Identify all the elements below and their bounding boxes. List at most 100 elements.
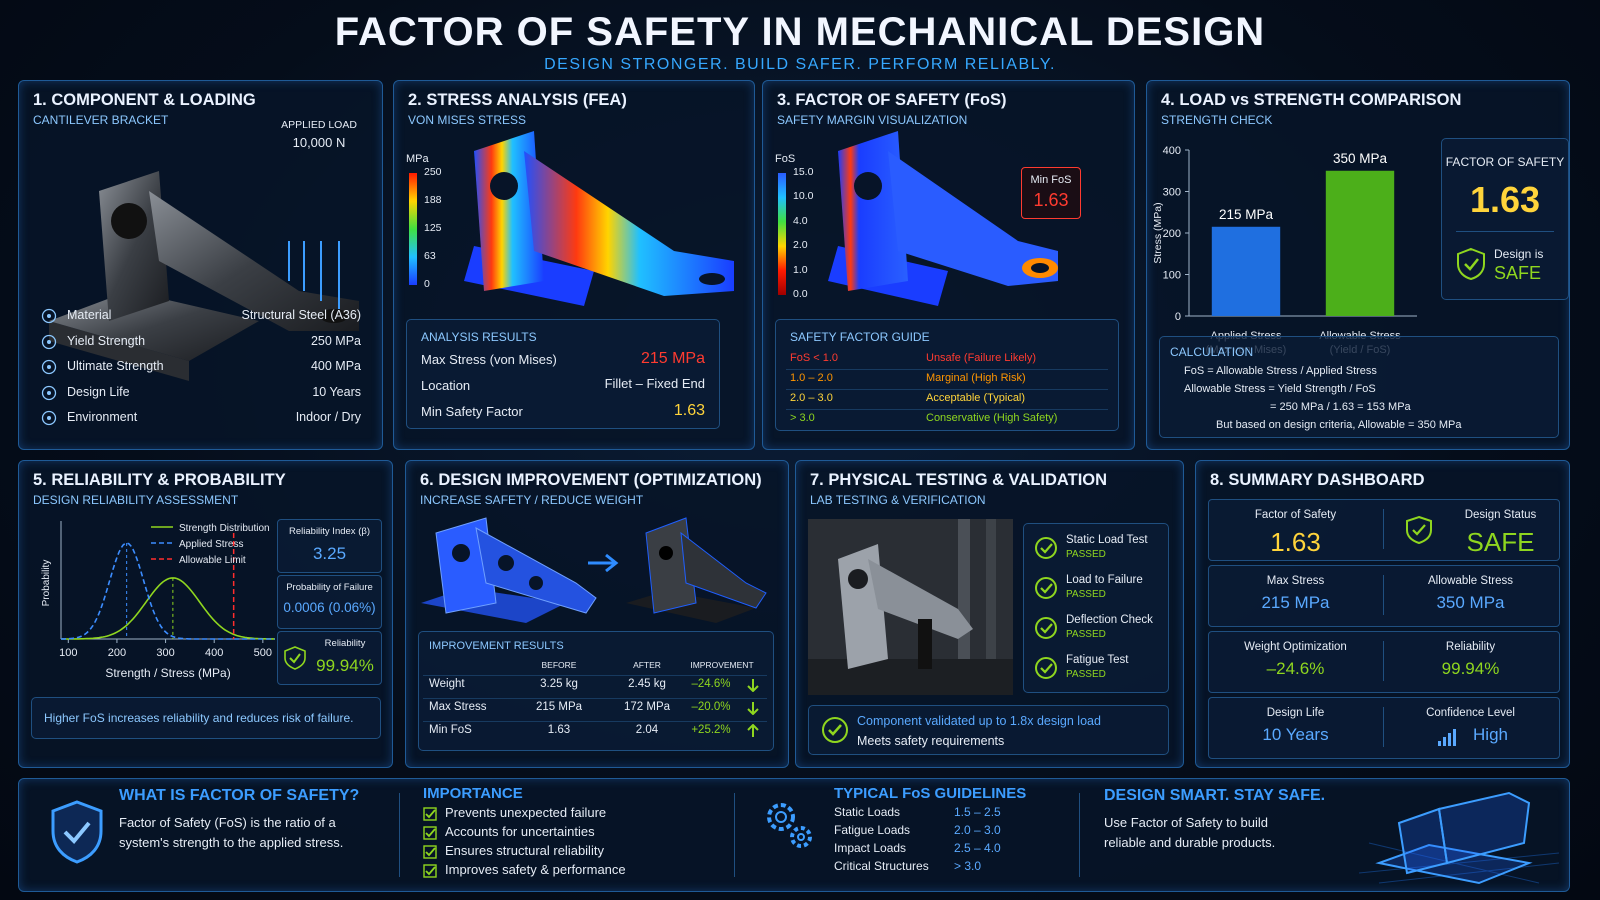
divider	[423, 698, 767, 699]
fos-box: FACTOR OF SAFETY 1.63 Design is SAFE	[1441, 138, 1569, 300]
scale-bar	[778, 173, 786, 295]
guide-title: SAFETY FACTOR GUIDE	[790, 330, 930, 344]
property-value: 10 Years	[312, 384, 361, 399]
icon	[1034, 536, 1058, 565]
panel: 7. PHYSICAL TESTING & VALIDATION LAB TES…	[795, 460, 1184, 768]
property-label: Material	[67, 308, 112, 322]
divider	[734, 793, 735, 877]
guide-range: > 3.0	[790, 412, 815, 424]
summary-label: Factor of Safety	[1254, 509, 1337, 521]
row-label: Max Stress	[429, 701, 487, 713]
property-row: Ultimate Strength 400 MPa	[41, 358, 361, 384]
table-cell: –20.0%	[691, 701, 731, 713]
scale-tick-label: 15.0	[793, 166, 814, 178]
improvement-table: IMPROVEMENT RESULTS BEFORE AFTER IMPROVEME…	[418, 631, 774, 751]
panel: 6. DESIGN IMPROVEMENT (OPTIMIZATION) INC…	[405, 460, 789, 768]
validation-line: Meets safety requirements	[857, 734, 1005, 748]
property-row: Yield Strength 250 MPa	[41, 333, 361, 359]
divider	[1383, 641, 1384, 681]
icon	[747, 701, 759, 720]
check-icon	[822, 717, 848, 743]
icon	[747, 723, 759, 743]
calc-line: = 250 MPa / 1.63 = 153 MPa	[1270, 401, 1411, 413]
table-header: AFTER	[633, 660, 661, 670]
scale-unit: FoS	[775, 153, 796, 165]
icon	[41, 385, 57, 404]
bar-chart: 0 100 200 300 400 Stress (MPa) 215 MPa 350 MPa	[1152, 145, 1417, 323]
summary-label: Allowable Stress	[1427, 575, 1513, 587]
scale-tick-label: 0	[424, 278, 430, 290]
x-axis-label: Strength / Stress (MPa)	[105, 666, 230, 680]
validation-line: Component validated up to 1.8x design lo…	[857, 714, 1101, 728]
icon	[423, 826, 437, 845]
table-cell: 1.63	[547, 724, 571, 736]
panel-title: 6. DESIGN IMPROVEMENT (OPTIMIZATION)	[420, 471, 762, 489]
optimization-image	[421, 517, 767, 623]
footer-title: IMPORTANCE	[423, 785, 523, 802]
stat-label: Reliability Index (β)	[289, 526, 370, 537]
note-box: Higher FoS increases reliability and red…	[31, 697, 381, 739]
guideline-value: 2.0 – 3.0	[954, 823, 1001, 837]
bar	[1325, 170, 1395, 316]
summary-row	[1208, 565, 1560, 627]
calculation-box: CALCULATION FoS = Allowable Stress / App…	[1159, 336, 1559, 438]
summary-row	[1208, 499, 1560, 561]
property-label: Yield Strength	[67, 333, 146, 348]
divider	[423, 675, 767, 676]
scale-unit: MPa	[406, 153, 429, 165]
summary-value: 215 MPa	[1261, 593, 1330, 612]
y-tick-label: 400	[1163, 145, 1181, 157]
stat-label: Probability of Failure	[286, 582, 373, 593]
panel-subtitle: LAB TESTING & VERIFICATION	[810, 493, 986, 507]
bracket-image	[49, 171, 359, 381]
panel-subtitle: SAFETY MARGIN VISUALIZATION	[777, 113, 968, 127]
divider	[399, 793, 400, 877]
legend-label: Allowable Limit	[179, 555, 246, 566]
stat-value: 0.0006 (0.06%)	[283, 600, 376, 615]
color-scale: FoS 15.0 10.0 4.0 2.0 1.0 0.0	[775, 153, 825, 303]
panel-title: 8. SUMMARY DASHBOARD	[1210, 471, 1425, 489]
guideline-label: Impact Loads	[834, 841, 907, 855]
icon	[41, 308, 57, 327]
value-label: 350 MPa	[1333, 151, 1388, 166]
gear-icon	[767, 803, 812, 848]
icon	[1437, 729, 1457, 752]
property-value: Structural Steel (A36)	[241, 308, 362, 322]
stats: Reliability Index (β) 3.25 Probability of …	[277, 519, 382, 687]
guideline-value: 2.5 – 4.0	[954, 841, 1001, 855]
divider	[786, 409, 1108, 410]
results-title: ANALYSIS RESULTS	[421, 330, 537, 344]
test-photo	[808, 519, 1013, 695]
legend-label: Strength Distribution	[179, 523, 270, 534]
result-label: Location	[421, 378, 471, 393]
guide-range: 1.0 – 2.0	[790, 372, 833, 384]
footer-text: Use Factor of Safety to build reliable a…	[1104, 815, 1276, 850]
divider	[1383, 509, 1384, 549]
scale-tick-label: 63	[424, 250, 436, 262]
icon	[41, 334, 57, 353]
note: Higher FoS increases reliability and red…	[44, 711, 354, 725]
summary-grid: Factor of Safety 1.63 Design Status SAFE Max…	[1208, 499, 1560, 761]
summary-value: 350 MPa	[1436, 593, 1505, 612]
scale-bar	[409, 173, 417, 285]
stat-label: Reliability	[324, 638, 366, 649]
icon	[1034, 576, 1058, 605]
panel: 3. FACTOR OF SAFETY (FoS) SAFETY MARGIN …	[762, 80, 1135, 450]
summary-label: Max Stress	[1266, 575, 1325, 587]
test-name: Fatigue Test	[1066, 654, 1129, 666]
fos-image	[828, 131, 1058, 306]
guide-meaning: Unsafe (Failure Likely)	[926, 352, 1037, 364]
color-scale: MPa 250 188 125 63 0	[406, 153, 456, 293]
stat-value: 99.94%	[316, 656, 374, 675]
summary-label: Weight Optimization	[1244, 641, 1347, 653]
divider	[786, 369, 1108, 370]
property-row: Environment Indoor / Dry	[41, 409, 361, 435]
importance-item: Improves safety & performance	[445, 862, 626, 877]
result-value: 215 MPa	[640, 350, 705, 367]
stat-box: Probability of Failure 0.0006 (0.06%)	[277, 575, 382, 629]
panel-title: 3. FACTOR OF SAFETY (FoS)	[777, 91, 1007, 109]
x-tick-label: 100	[59, 647, 77, 659]
table-cell: 215 MPa	[535, 701, 583, 713]
calc-line: FoS = Allowable Stress / Applied Stress	[1184, 365, 1377, 377]
calc-line: Allowable Stress = Yield Strength / FoS	[1184, 383, 1376, 395]
